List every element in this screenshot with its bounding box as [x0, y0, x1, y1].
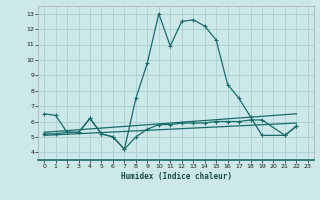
- X-axis label: Humidex (Indice chaleur): Humidex (Indice chaleur): [121, 172, 231, 181]
